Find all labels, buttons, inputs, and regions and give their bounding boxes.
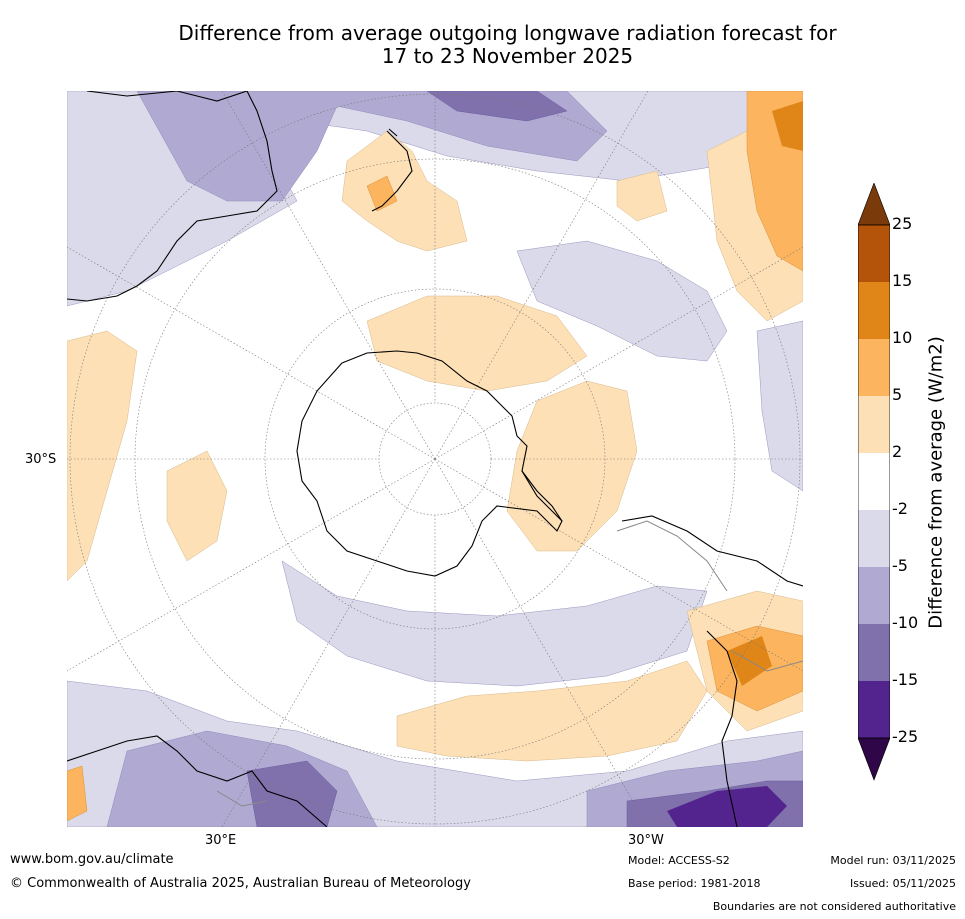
anomaly-region-pos-south <box>396 660 708 762</box>
colorbar-band-m15-m25 <box>858 681 890 738</box>
anomaly-region-pos-left <box>67 330 138 582</box>
polar-map <box>67 91 803 827</box>
colorbar-band-10-15 <box>858 282 890 339</box>
colorbar-title: Difference from average (W/m2) <box>925 336 947 629</box>
issued-text: Issued: 05/11/2025 <box>849 877 956 890</box>
copyright-text: © Commonwealth of Australia 2025, Austra… <box>10 876 471 891</box>
colorbar-tick: -15 <box>892 670 919 689</box>
anomaly-region-pos-west-ring <box>166 450 228 562</box>
border-line <box>731 650 803 672</box>
borders <box>216 520 803 807</box>
antarctica-coast <box>296 350 563 577</box>
meridian-60e <box>67 458 436 672</box>
meridian-150w <box>434 91 649 460</box>
anomaly-region-pos5-nz <box>366 175 398 212</box>
website-link[interactable]: www.bom.gov.au/climate <box>10 852 174 867</box>
colorbar-band-2-5 <box>858 396 890 453</box>
anomaly-region-neg5-top <box>136 91 608 202</box>
colorbar-frame <box>858 224 890 739</box>
anomaly-region-neg10-top <box>426 91 568 122</box>
colorbar-tick: -2 <box>892 499 908 518</box>
colorbar-band-neutral <box>858 453 890 510</box>
colorbar-tick: -10 <box>892 613 919 632</box>
anomaly-region-pos10-topright <box>772 101 803 151</box>
disclaimer-text: Boundaries are not considered authoritat… <box>712 900 956 913</box>
colorbar-extension-low <box>858 737 890 781</box>
colorbar-tick: 15 <box>892 271 913 290</box>
colorbar-tick: 25 <box>892 214 913 233</box>
border-line <box>216 790 268 807</box>
anomaly-region-pos5-left-edge <box>67 765 88 822</box>
colorbar-tick: 2 <box>892 442 903 461</box>
border-line <box>616 520 728 592</box>
colorbar-tick: -5 <box>892 556 908 575</box>
south-africa-coast <box>706 630 738 827</box>
lat-circle-45s <box>264 288 606 630</box>
anomaly-region-neg10-bottom-left <box>246 760 338 827</box>
anomaly-region-pos-nz <box>341 130 468 252</box>
anomaly-region-pos-east-blob <box>616 170 668 222</box>
anomaly-region-neg-right <box>516 240 728 362</box>
meridian-120e <box>67 246 436 460</box>
title-line-2: 17 to 23 November 2025 <box>381 44 634 68</box>
coastlines <box>67 91 803 827</box>
anomaly-region-pos-atlantic <box>506 380 638 552</box>
colorbar-tick: -25 <box>892 727 919 746</box>
graticule <box>67 91 803 827</box>
colorbar-band-m5-m10 <box>858 567 890 624</box>
anomaly-region-neg-right-edge <box>756 320 803 492</box>
meridian-120w <box>434 246 803 460</box>
colorbar-tick: 5 <box>892 385 903 404</box>
model-text: Model: ACCESS-S2 <box>628 854 730 867</box>
colorbar-extension-high <box>858 183 890 226</box>
colorbar-band-m10-m15 <box>858 624 890 681</box>
southwest-coast <box>67 735 328 827</box>
colorbar-band-15-25 <box>858 225 890 282</box>
colorbar-band-m2-m5 <box>858 510 890 567</box>
model-run-text: Model run: 03/11/2025 <box>830 854 956 867</box>
lon-label-30e: 30°E <box>205 833 237 848</box>
title-line-1: Difference from average outgoing longwav… <box>178 21 837 45</box>
anomaly-region-neg15 <box>667 786 787 827</box>
lon-label-30w: 30°W <box>628 833 664 848</box>
base-period-text: Base period: 1981-2018 <box>628 877 761 890</box>
chart-title: Difference from average outgoing longwav… <box>60 22 955 68</box>
colorbar-band-5-10 <box>858 339 890 396</box>
meridian-30e <box>221 458 436 827</box>
new-zealand <box>371 128 413 212</box>
lat-label-30s: 30°S <box>25 452 57 467</box>
south-america-coast <box>621 515 803 587</box>
colorbar-tick: 10 <box>892 328 913 347</box>
antarctic-peninsula <box>521 470 563 522</box>
meridian-30w <box>434 458 649 827</box>
australia-coast <box>67 91 278 302</box>
colorbar <box>858 183 890 781</box>
meridian-60w <box>434 458 803 672</box>
meridian-150e <box>221 91 436 460</box>
